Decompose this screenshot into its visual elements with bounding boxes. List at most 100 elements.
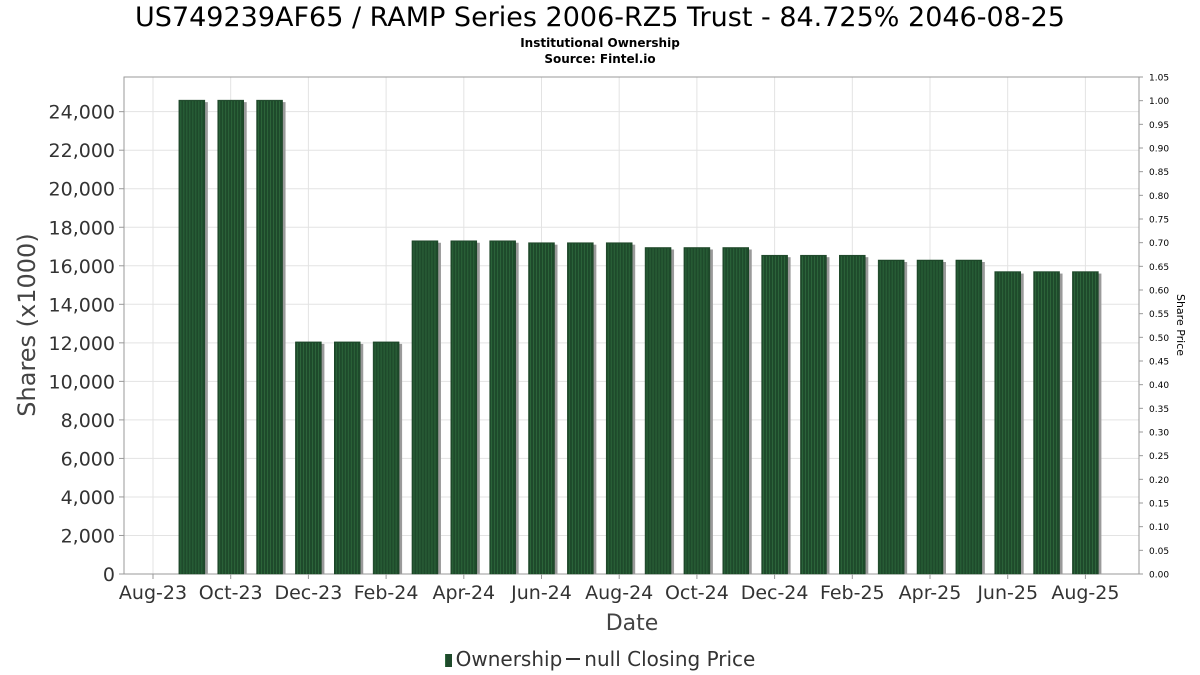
y2-tick-label: 0.75	[1149, 216, 1169, 226]
bar-body	[489, 240, 516, 575]
y2-tick-label: 0.35	[1149, 405, 1169, 415]
y-axis-label: Shares (x1000)	[13, 233, 41, 416]
ownership-bar	[722, 247, 752, 575]
bar-body	[450, 240, 478, 575]
x-tick-label: Feb-25	[820, 582, 885, 604]
ownership-bar	[567, 242, 597, 575]
y-tick-label: 8,000	[61, 410, 115, 432]
bar-body	[994, 271, 1021, 575]
y2-tick-label: 0.30	[1149, 429, 1169, 439]
y2-axis-label: Share Price	[1174, 294, 1187, 356]
y-tick-label: 2,000	[61, 525, 115, 547]
bar-body	[528, 242, 555, 575]
y-tick-label: 12,000	[49, 333, 115, 355]
ownership-bar	[178, 99, 208, 575]
y-tick-label: 6,000	[61, 448, 115, 470]
ownership-bar	[683, 247, 713, 575]
ownership-bar	[528, 242, 558, 575]
y2-tick-label: 0.40	[1149, 381, 1169, 391]
ownership-bar	[761, 254, 791, 575]
bar-body	[411, 240, 439, 575]
x-tick-label: Apr-24	[432, 582, 495, 604]
ownership-legend-swatch	[444, 654, 452, 667]
y2-tick-label: 0.70	[1149, 239, 1169, 249]
y2-tick-label: 0.50	[1149, 334, 1169, 344]
ownership-bar	[217, 99, 247, 575]
closing-price-legend-line	[566, 658, 581, 660]
ownership-bar	[839, 254, 869, 575]
bar-body	[605, 242, 633, 575]
ownership-bar	[955, 259, 985, 575]
y-axis-left: 0 2,000 4,000 6,000 8,000 10,000 12,000 14,000 1…	[49, 102, 124, 586]
y-tick-label: 24,000	[49, 102, 115, 124]
x-axis-label: Date	[606, 611, 659, 636]
y2-tick-label: 0.60	[1149, 287, 1169, 297]
chart-title: US749239AF65 / RAMP Series 2006-RZ5 Trus…	[135, 2, 1065, 33]
ownership-bar	[295, 341, 325, 575]
ownership-bar	[1072, 271, 1102, 575]
legend-closing-price-label: null Closing Price	[584, 647, 756, 671]
y2-tick-label: 0.10	[1149, 523, 1169, 533]
y2-tick-label: 0.55	[1149, 310, 1169, 320]
bar-body	[1033, 271, 1060, 575]
bar-body	[955, 259, 983, 575]
x-tick-label: Jun-24	[510, 582, 572, 604]
ownership-bar	[605, 242, 636, 575]
y2-tick-label: 0.20	[1149, 476, 1169, 486]
ownership-bar	[372, 341, 403, 575]
y2-tick-label: 0.80	[1149, 192, 1169, 202]
bar-body	[683, 247, 711, 575]
bar-body	[916, 259, 944, 575]
ownership-bar	[644, 247, 675, 575]
bar-body	[644, 247, 672, 575]
x-tick-label: Aug-24	[585, 582, 653, 604]
x-axis: Aug-23 Oct-23 Dec-23 Feb-24 Apr-24 Jun-24 Aug-…	[119, 574, 1119, 604]
x-tick-label: Dec-23	[274, 582, 342, 604]
y-tick-label: 22,000	[49, 140, 115, 162]
x-tick-label: Oct-23	[199, 582, 263, 604]
ownership-bar	[489, 240, 519, 575]
ownership-bar	[334, 341, 364, 575]
ownership-bar	[1033, 271, 1063, 575]
bar-body	[217, 99, 244, 575]
x-tick-label: Aug-23	[119, 582, 187, 604]
y2-tick-label: 0.15	[1149, 500, 1169, 510]
y2-tick-label: 0.65	[1149, 263, 1169, 273]
y-tick-label: 20,000	[49, 179, 115, 201]
y-tick-label: 14,000	[49, 294, 115, 316]
bar-body	[722, 247, 749, 575]
y2-tick-label: 1.00	[1149, 97, 1169, 107]
ownership-bar	[411, 240, 441, 575]
legend: Ownership null Closing Price	[0, 647, 1200, 671]
x-tick-label: Apr-25	[899, 582, 962, 604]
bar-body	[839, 254, 866, 575]
ownership-bar	[994, 271, 1024, 575]
x-tick-label: Feb-24	[354, 582, 419, 604]
ownership-bar	[256, 99, 286, 575]
y2-tick-label: 1.05	[1149, 74, 1169, 84]
y-axis-right: 0.00 0.05 0.10 0.15 0.20 0.25 0.30 0.35 0.40 0.45…	[1139, 74, 1169, 581]
y2-tick-label: 0.85	[1149, 168, 1169, 178]
x-tick-label: Jun-25	[976, 582, 1038, 604]
chart-source: Source: Fintel.io	[544, 52, 656, 66]
y2-tick-label: 0.45	[1149, 358, 1169, 368]
bar-body	[567, 242, 594, 575]
bar-body	[1072, 271, 1099, 575]
x-tick-label: Oct-24	[665, 582, 729, 604]
y2-tick-label: 0.95	[1149, 121, 1169, 131]
y2-tick-label: 0.05	[1149, 547, 1169, 557]
bar-body	[256, 99, 283, 575]
bar-body	[372, 341, 400, 575]
x-tick-label: Dec-24	[741, 582, 809, 604]
ownership-bar	[877, 259, 908, 575]
legend-ownership-label: Ownership	[455, 647, 563, 671]
bar-series	[178, 99, 1102, 575]
y-tick-label: 16,000	[49, 256, 115, 278]
y2-tick-label: 0.25	[1149, 452, 1169, 462]
bar-body	[334, 341, 361, 575]
bar-body	[178, 99, 206, 575]
bar-body	[761, 254, 788, 575]
chart-subtitle: Institutional Ownership	[520, 36, 680, 50]
bar-body	[295, 341, 322, 575]
